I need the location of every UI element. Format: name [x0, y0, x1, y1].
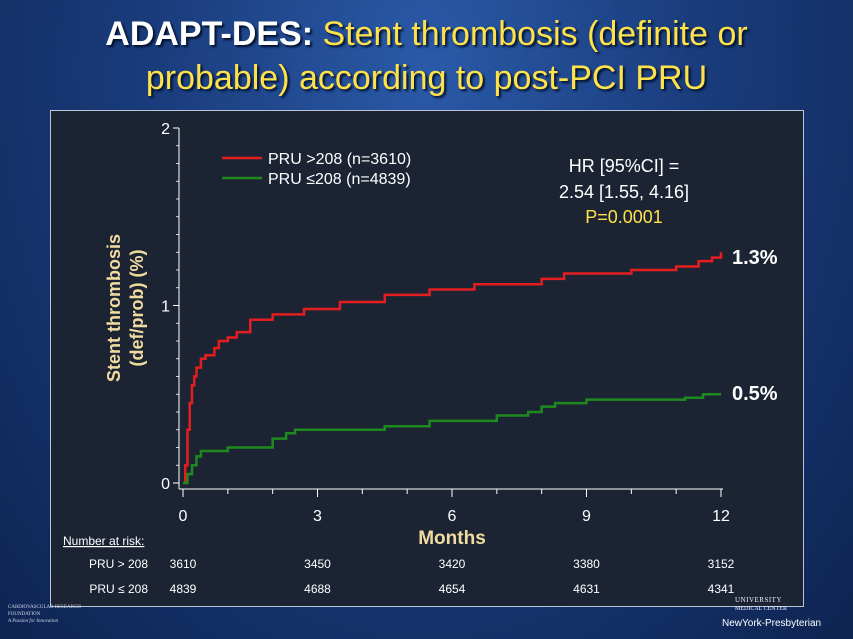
nyp-logo-text: NewYork-Presbyterian [722, 618, 822, 629]
title-prefix: ADAPT-DES: [105, 15, 314, 53]
hr-line2: 2.54 [1.55, 4.16] [559, 182, 689, 202]
crf-line2: FOUNDATION [8, 612, 41, 617]
x-axis-label: Months [418, 528, 486, 549]
legend: PRU >208 (n=3610) PRU ≤208 (n=4839) [222, 151, 411, 188]
risk-cell: 4839 [170, 582, 197, 596]
x-tick-label: 9 [582, 508, 591, 525]
risk-cell: 4341 [708, 582, 735, 596]
curve-pru-low [183, 393, 721, 485]
y-tick-label: 1 [161, 299, 170, 316]
risk-cell: 3610 [170, 557, 197, 571]
axes [178, 128, 723, 490]
hr-line1: HR [95%CI] = [569, 156, 680, 176]
risk-cell: 3380 [573, 557, 600, 571]
title-line1: Stent thrombosis (definite or [322, 15, 748, 53]
y-tick-label: 0 [161, 476, 170, 493]
risk-cell: 4688 [304, 582, 331, 596]
risk-row-label: PRU > 208 [89, 557, 148, 571]
hr-annotation: HR [95%CI] = 2.54 [1.55, 4.16] P=0.0001 [559, 156, 689, 227]
end-label-red: 1.3% [732, 247, 778, 269]
x-ticks: 0 3 6 9 12 [179, 489, 730, 525]
legend-label-red: PRU >208 (n=3610) [268, 151, 411, 168]
x-tick-label: 3 [313, 508, 322, 525]
risk-table: Number at risk: PRU > 208 3610 3450 3420 338… [63, 534, 735, 596]
y-ticks: 0 1 2 [161, 121, 179, 493]
risk-row-label: PRU ≤ 208 [89, 582, 148, 596]
legend-label-green: PRU ≤208 (n=4839) [268, 171, 411, 188]
university-text: UNIVERSITY [735, 596, 782, 604]
crf-line3: A Passion for Innovation [8, 619, 59, 624]
chart-panel [50, 110, 804, 607]
risk-table-title: Number at risk: [63, 534, 144, 548]
risk-cell: 4631 [573, 582, 600, 596]
medical-center-text: MEDICAL CENTER [735, 606, 787, 612]
crf-logo: CARDIOVASCULAR RESEARCH FOUNDATION A Pas… [8, 604, 81, 625]
crf-line1: CARDIOVASCULAR RESEARCH [8, 605, 81, 610]
x-tick-label: 12 [712, 508, 730, 525]
risk-rows: PRU > 208 3610 3450 3420 3380 3152 PRU ≤ 208 48… [89, 557, 735, 596]
y-axis-label-line1: Stent thrombosis [104, 234, 124, 382]
curve-pru-high [183, 252, 723, 485]
x-tick-label: 0 [179, 508, 188, 525]
risk-cell: 3152 [708, 557, 735, 571]
p-value: P=0.0001 [585, 207, 663, 227]
y-axis-label-line2: (def/prob) (%) [127, 250, 147, 367]
slide-title: ADAPT-DES: Stent thrombosis (definite or… [0, 12, 853, 100]
end-label-green: 0.5% [732, 383, 778, 405]
curves [183, 252, 723, 485]
risk-cell: 4654 [439, 582, 466, 596]
y-tick-label: 2 [161, 121, 170, 138]
x-tick-label: 6 [448, 508, 457, 525]
risk-cell: 3420 [439, 557, 466, 571]
risk-cell: 3450 [304, 557, 331, 571]
title-line2: probable) according to post-PCI PRU [145, 59, 708, 97]
